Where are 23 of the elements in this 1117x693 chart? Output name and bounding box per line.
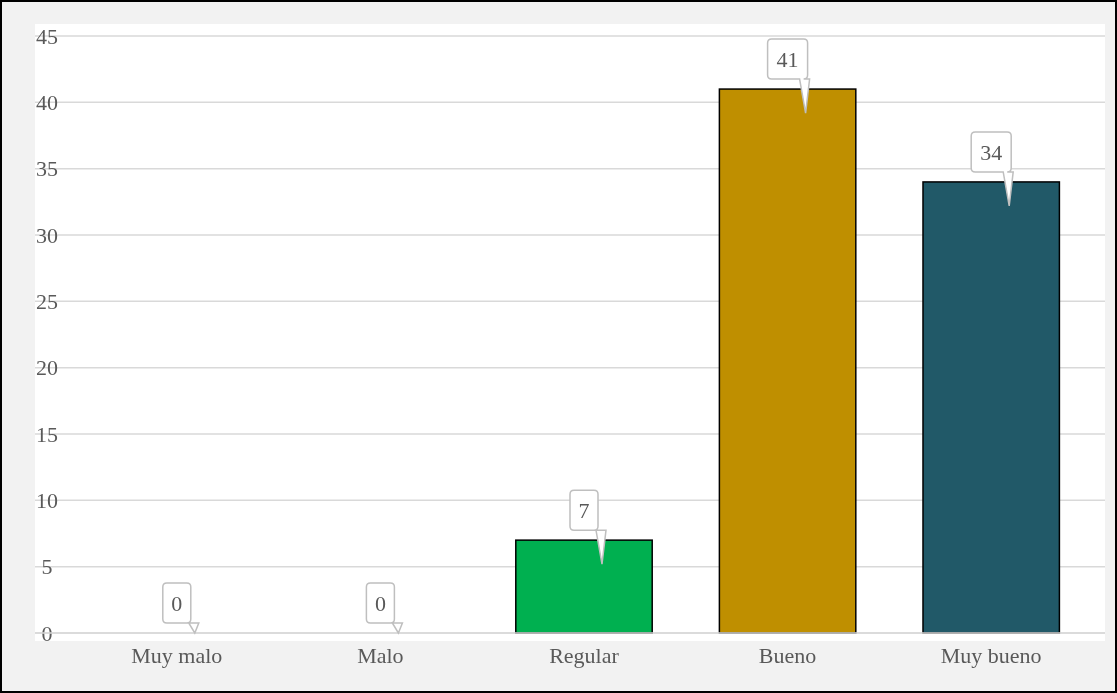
data-label: 0: [374, 590, 386, 616]
y-tick-label: 10: [36, 488, 58, 514]
x-tick-label: Bueno: [758, 643, 817, 668]
bar: [922, 181, 1061, 634]
y-tick-label: 20: [36, 355, 58, 381]
y-tick-label: 0: [41, 620, 53, 646]
y-tick-label: 25: [36, 289, 58, 315]
data-label: 41: [776, 46, 799, 72]
y-tick-label: 30: [36, 222, 58, 248]
y-tick-label: 45: [36, 23, 58, 49]
y-tick-label: 15: [36, 421, 58, 447]
bar: [718, 88, 857, 634]
data-label: 7: [578, 497, 590, 523]
x-tick-label: Regular: [549, 643, 620, 668]
x-tick-label: Muy malo: [131, 643, 223, 668]
data-label: 0: [171, 590, 183, 616]
data-label: 34: [980, 139, 1003, 165]
y-tick-label: 40: [36, 90, 58, 116]
y-tick-label: 35: [36, 156, 58, 182]
y-tick-label: 5: [41, 554, 53, 580]
bar: [515, 539, 653, 634]
x-tick-label: Malo: [357, 643, 404, 668]
x-tick-label: Muy bueno: [940, 643, 1042, 668]
